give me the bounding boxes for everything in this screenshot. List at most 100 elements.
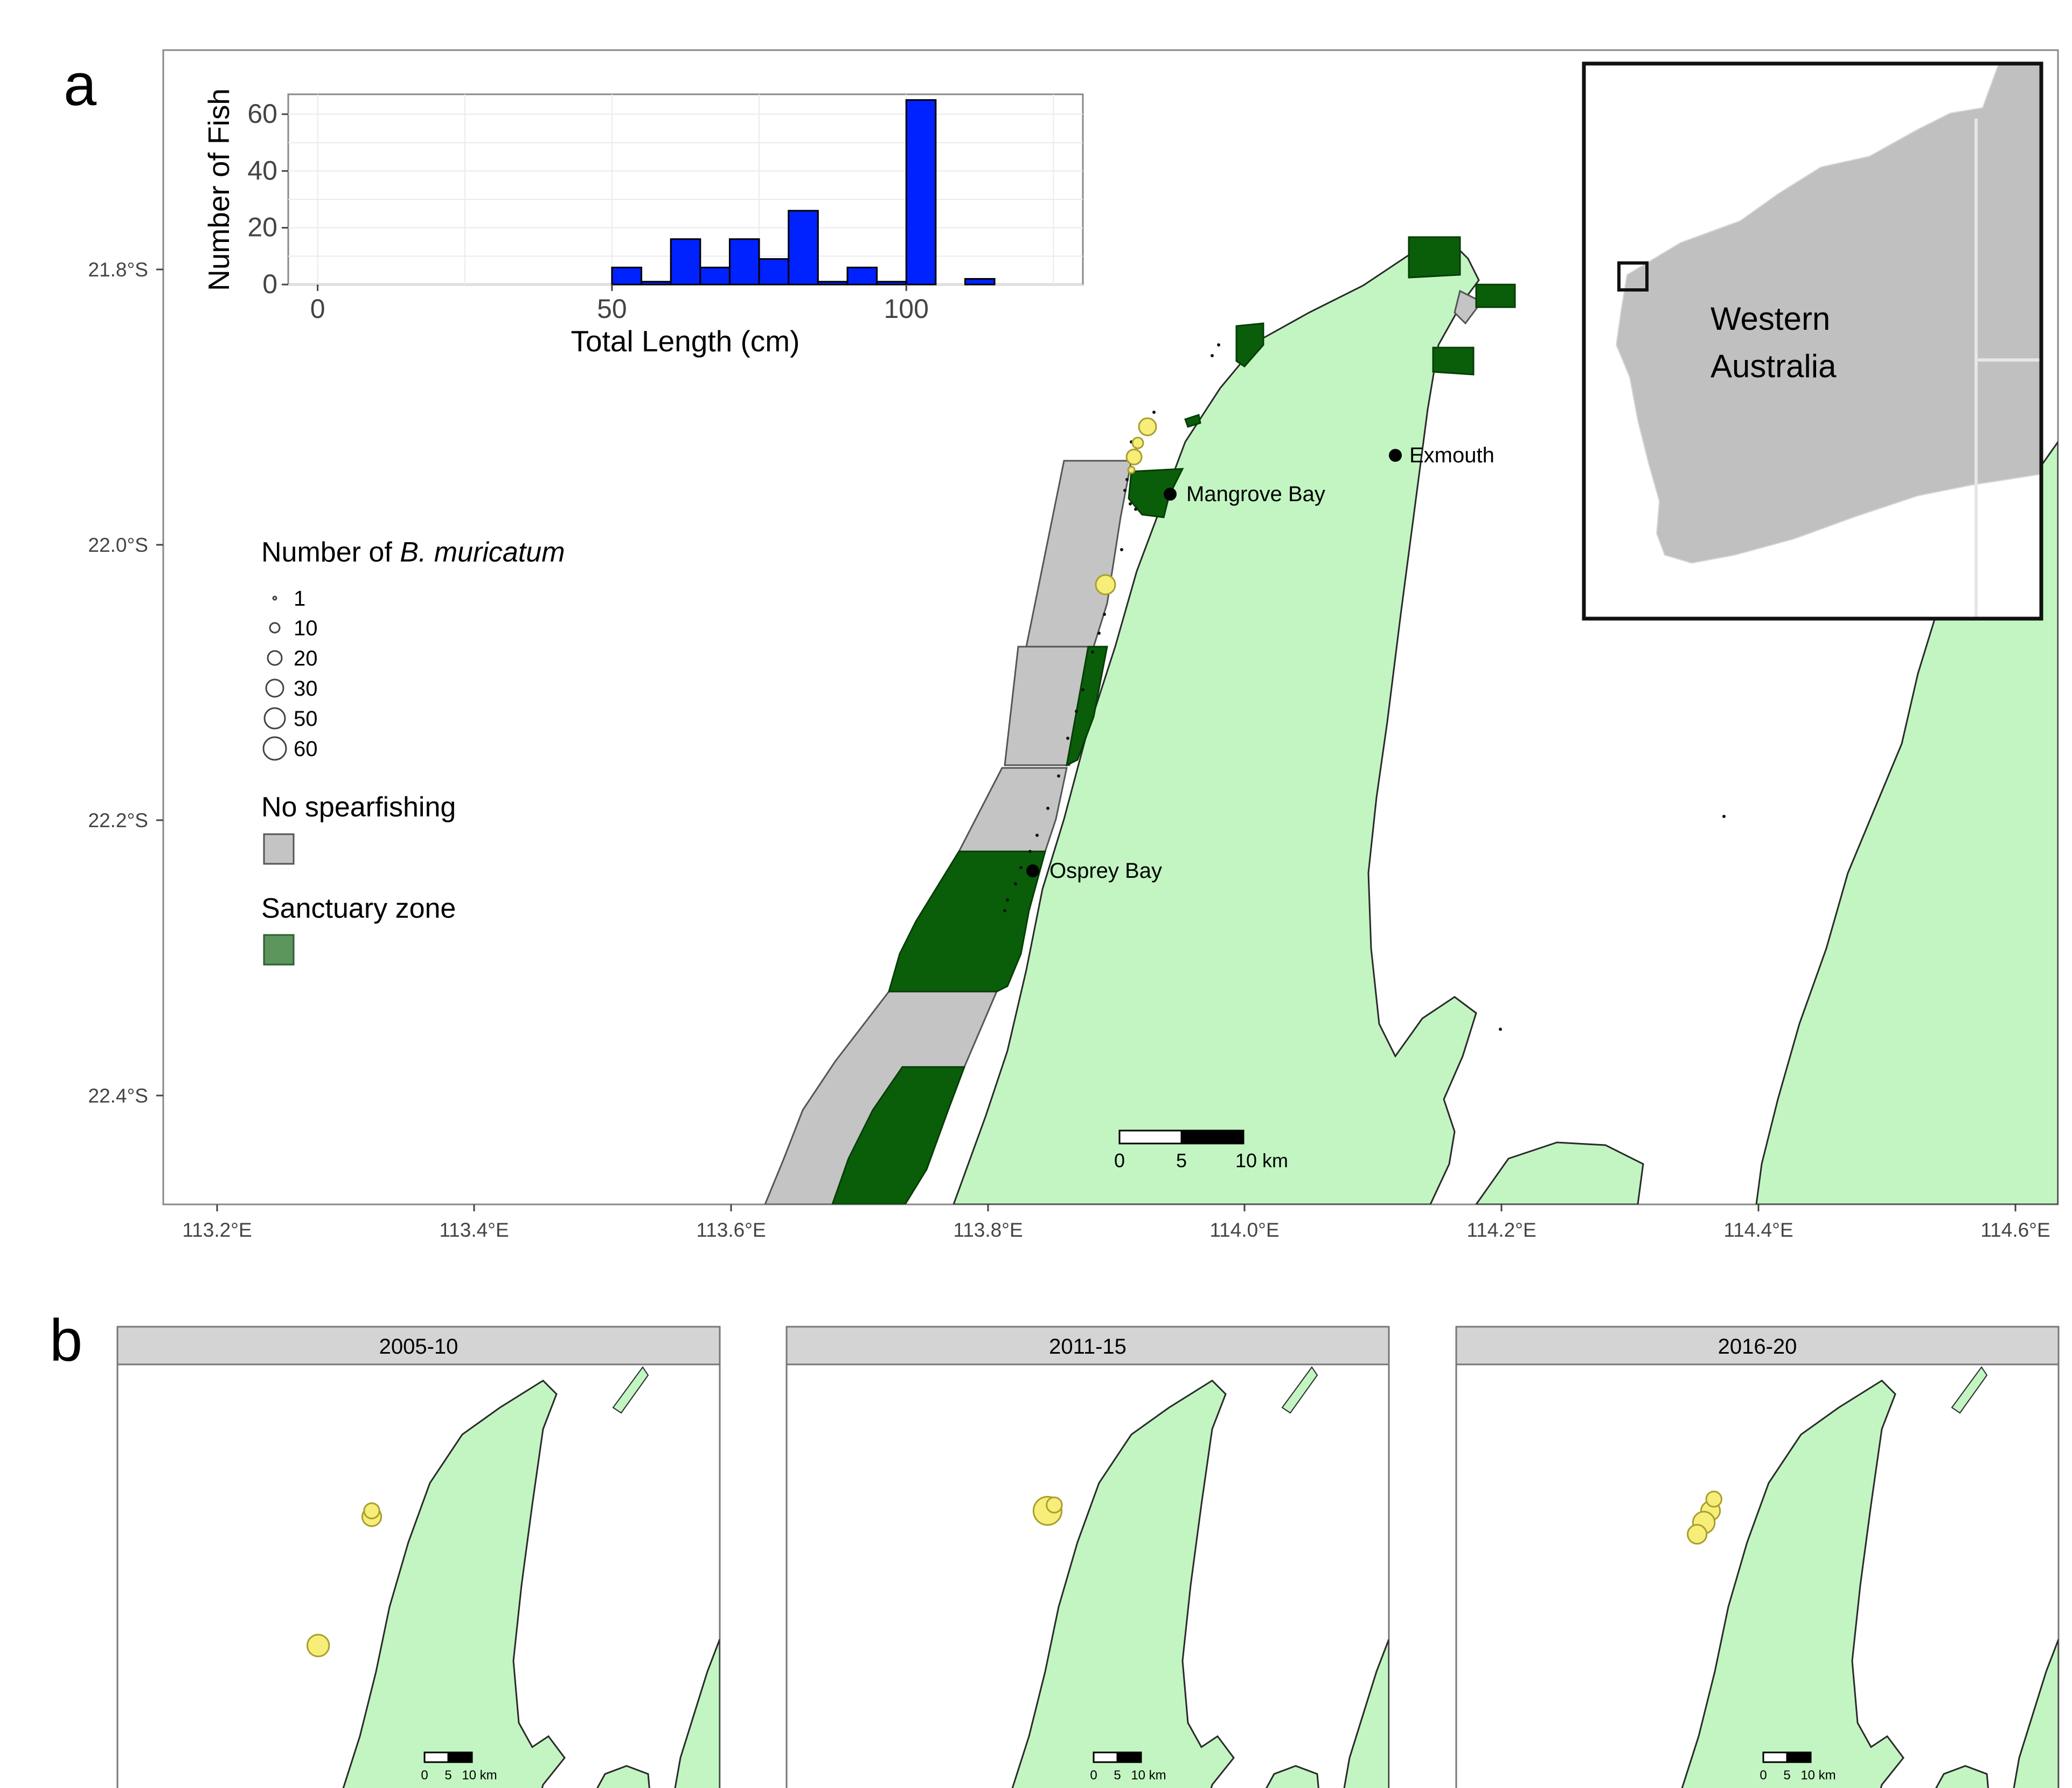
facet-land-islet [1266,1765,1319,1788]
legend-size-30 [265,678,284,698]
facet-scale-tick: 5 [1114,1768,1121,1783]
facet-title: 2016-20 [1718,1335,1797,1359]
catch-bubbles [1095,417,1157,595]
facet-scale-tick: 10 km [462,1768,497,1783]
histogram-bar-5 [758,258,790,286]
histogram-bar-1 [641,281,672,286]
histogram-xlabel: Total Length (cm) [571,324,800,358]
place-mangrove-bay: Mangrove Bay [1164,482,1325,506]
facet-catch-bubble-1 [363,1502,380,1520]
lon-tick-label: 114.4°E [1723,1219,1793,1241]
facet-scale-tick: 0 [421,1768,428,1783]
facet-land-east [1343,1639,1389,1788]
legend-size-label: 30 [294,677,318,701]
histogram-bar-2 [670,238,701,286]
legend-size-20 [267,650,283,666]
facet-strip [785,1326,1390,1366]
study-area-box [1617,261,1649,292]
histogram-bar-3 [699,266,731,286]
place-markers: Exmouth Mangrove Bay Osprey Bay [1026,443,1494,883]
histogram-ytick-label: 60 [247,99,277,129]
lon-tick-label: 113.2°E [182,1219,252,1241]
legend-size-label: 20 [294,647,318,670]
facet-catch-bubble-2 [306,1633,330,1658]
facet-land-islet [596,1765,650,1788]
lon-tick-label: 113.8°E [953,1219,1023,1241]
histogram-ytick-label: 0 [262,269,277,299]
facet-map [1681,1366,2059,1788]
legend-size-label: 1 [294,587,305,611]
place-label-osprey-bay: Osprey Bay [1049,859,1162,883]
facet-land [1681,1380,1904,1788]
histogram-bar-10 [905,99,937,286]
histogram-bar-6 [788,210,819,286]
facet-land-reef [1281,1366,1318,1414]
lat-tick-label: 22.4°S [88,1085,149,1107]
legend-size-50 [263,707,286,730]
legend: Number of B. muricatum 1 10 20 30 50 60 … [261,537,565,966]
place-exmouth: Exmouth [1389,443,1494,467]
panel-b-label: b [50,1307,82,1374]
histogram-bar-9 [876,281,907,286]
histogram-bar-4 [728,238,760,286]
facet-strip [1455,1326,2060,1366]
histogram-bar-11 [964,278,996,286]
facet-scale-bar: 0 5 10 km [421,1751,497,1783]
histogram-bars [611,99,996,286]
facet-strip [116,1326,721,1366]
lat-tick-label: 22.0°S [88,534,149,556]
facet-title: 2011-15 [1049,1335,1127,1359]
legend-size-label: 60 [294,737,318,761]
histogram-ytick-label: 20 [247,212,277,242]
legend-size-label: 50 [294,707,318,731]
facet-scale-tick: 10 km [1131,1768,1166,1783]
panel-a-label: a [64,52,97,118]
legend-no-spearfishing-title: No spearfishing [261,792,456,823]
map-a-content: Exmouth Mangrove Bay Osprey Bay 0 5 10 k… [764,236,2058,1204]
legend-count-title: Number of B. muricatum [261,537,565,568]
facets: 2005-10 0 5 10 km 2011-15 0 5 10 km 2016-20 0 5 10 … [116,1326,2060,1788]
facet-land-east [674,1639,720,1788]
legend-no-spearfishing-key [263,833,295,865]
legend-size-60 [262,736,287,761]
histogram-ytick-label: 40 [247,155,277,185]
legend-size-label: 10 [294,616,318,640]
longitude-axis: 113.2°E 113.4°E 113.6°E 113.8°E 114.0°E … [182,1204,2050,1241]
facet-scale-bar: 0 5 10 km [1090,1751,1166,1783]
facet-land-reef [1951,1366,1988,1414]
histogram-axes: 0 20 40 60 0 50 100 [247,99,929,324]
facet-0: 2005-10 0 5 10 km [116,1326,721,1788]
histogram-xtick-label: 50 [597,294,627,324]
place-osprey-bay: Osprey Bay [1026,859,1162,883]
histogram-bar-8 [846,266,878,286]
legend-size-10 [269,622,281,634]
lat-tick-label: 21.8°S [88,259,149,281]
facet-scale-tick: 5 [1783,1768,1790,1783]
histogram-xtick-label: 100 [884,294,929,324]
scale-tick-a-1: 5 [1176,1149,1187,1172]
facet-2: 2016-20 0 5 10 km [1455,1326,2060,1788]
place-label-mangrove-bay: Mangrove Bay [1186,482,1325,506]
facet-land-reef [612,1366,649,1414]
scale-tick-a-2: 10 km [1235,1149,1288,1172]
facet-scale-tick: 0 [1090,1768,1097,1783]
facet-catch-bubble-3 [1705,1491,1722,1508]
facet-land [1011,1380,1235,1788]
facet-scale-tick: 0 [1760,1768,1767,1783]
facet-map [1011,1366,1389,1788]
facet-scale-tick: 10 km [1800,1768,1835,1783]
inset-region-label: Australia [1711,348,1837,384]
facet-catch-bubble-2 [1687,1524,1708,1545]
histogram: 0 20 40 60 0 50 100 Total Length (cm) Number o… [202,88,1084,358]
western-australia-landmass [1615,64,2041,564]
lon-tick-label: 113.6°E [696,1219,766,1241]
facet-scale-tick: 5 [444,1768,451,1783]
histogram-bar-0 [611,266,643,286]
facet-land-islet [1935,1765,1989,1788]
locator-inset: Western Australia [1582,61,2043,621]
lon-tick-label: 114.2°E [1466,1219,1536,1241]
facet-land [342,1380,566,1788]
scale-tick-a-0: 0 [1114,1149,1125,1172]
lon-tick-label: 113.4°E [439,1219,509,1241]
